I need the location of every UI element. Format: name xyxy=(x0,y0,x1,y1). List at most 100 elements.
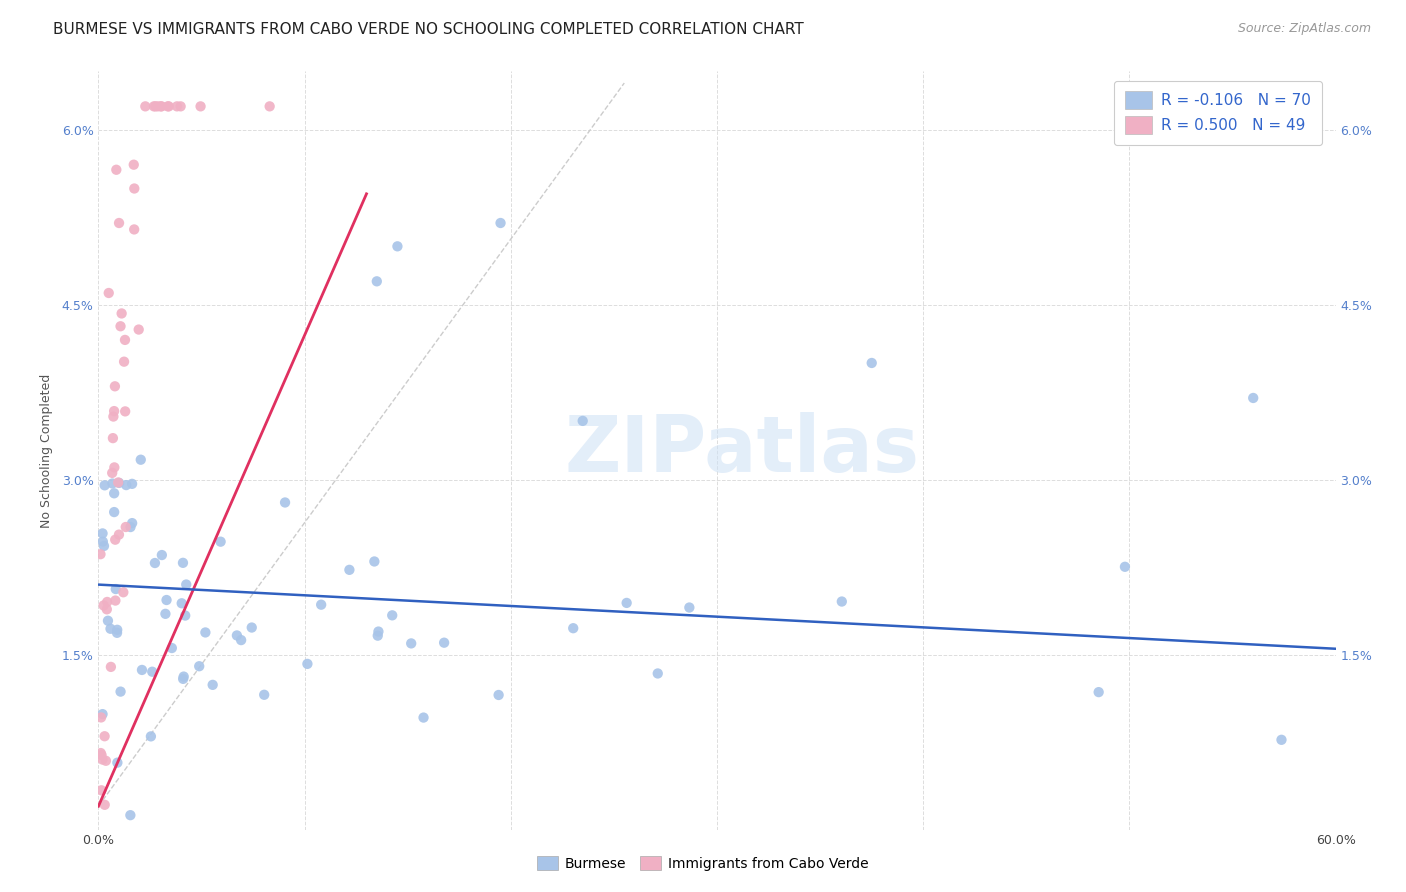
Point xyxy=(107,475,129,490)
Point xyxy=(97,614,120,628)
Point xyxy=(145,99,167,113)
Point xyxy=(103,505,125,519)
Point xyxy=(309,598,332,612)
Point xyxy=(93,539,115,553)
Point xyxy=(105,756,128,770)
Point xyxy=(1087,685,1109,699)
Point xyxy=(142,99,165,113)
Point xyxy=(143,556,166,570)
Point xyxy=(160,641,183,656)
Point xyxy=(124,181,146,195)
Point xyxy=(131,663,153,677)
Point xyxy=(120,808,142,822)
Point xyxy=(134,99,156,113)
Legend: R = -0.106   N = 70, R = 0.500   N = 49: R = -0.106 N = 70, R = 0.500 N = 49 xyxy=(1114,80,1322,145)
Point xyxy=(367,629,389,643)
Point xyxy=(240,621,263,635)
Point xyxy=(104,582,127,596)
Point xyxy=(115,478,138,492)
Point xyxy=(141,665,163,679)
Point xyxy=(114,404,136,418)
Point xyxy=(209,534,232,549)
Point xyxy=(91,534,114,549)
Point xyxy=(339,563,361,577)
Point xyxy=(1114,559,1136,574)
Point xyxy=(363,554,385,568)
Point xyxy=(1241,391,1264,405)
Point xyxy=(90,747,112,762)
Point xyxy=(103,486,125,500)
Point xyxy=(367,624,389,639)
Point xyxy=(157,99,180,113)
Point xyxy=(647,666,669,681)
Point xyxy=(105,623,128,637)
Point xyxy=(150,99,173,113)
Point xyxy=(433,636,456,650)
Point xyxy=(231,633,253,648)
Point xyxy=(122,222,145,236)
Point xyxy=(89,547,111,561)
Y-axis label: No Schooling Completed: No Schooling Completed xyxy=(41,374,53,527)
Point xyxy=(146,99,169,113)
Point xyxy=(174,577,197,591)
Point xyxy=(122,158,145,172)
Point xyxy=(155,593,177,607)
Point xyxy=(91,707,114,722)
Point xyxy=(121,516,143,530)
Point xyxy=(112,585,135,599)
Point xyxy=(108,475,131,490)
Point xyxy=(108,527,131,541)
Point xyxy=(188,659,211,673)
Point xyxy=(170,596,193,610)
Point xyxy=(93,599,115,613)
Point xyxy=(111,306,134,320)
Point xyxy=(562,621,585,635)
Point xyxy=(96,595,118,609)
Text: Source: ZipAtlas.com: Source: ZipAtlas.com xyxy=(1237,22,1371,36)
Point xyxy=(489,216,512,230)
Point xyxy=(194,625,217,640)
Point xyxy=(97,285,120,300)
Point xyxy=(101,466,124,480)
Point xyxy=(93,729,115,743)
Point xyxy=(104,533,127,547)
Point xyxy=(172,672,194,686)
Point xyxy=(225,628,247,642)
Point xyxy=(110,684,132,698)
Point xyxy=(190,99,212,113)
Point xyxy=(488,688,510,702)
Point xyxy=(387,239,409,253)
Legend: Burmese, Immigrants from Cabo Verde: Burmese, Immigrants from Cabo Verde xyxy=(530,849,876,878)
Point xyxy=(139,730,162,744)
Text: ZIPatlas: ZIPatlas xyxy=(564,412,920,489)
Point xyxy=(259,99,281,113)
Point xyxy=(105,162,128,177)
Point xyxy=(366,274,388,288)
Point xyxy=(114,333,136,347)
Point xyxy=(274,495,297,509)
Point xyxy=(174,608,197,623)
Point xyxy=(678,600,700,615)
Point xyxy=(101,431,124,445)
Point xyxy=(399,636,422,650)
Point xyxy=(104,379,127,393)
Point xyxy=(91,526,114,541)
Point xyxy=(1270,732,1292,747)
Point xyxy=(103,404,125,418)
Point xyxy=(253,688,276,702)
Point xyxy=(571,414,593,428)
Point xyxy=(100,622,122,636)
Point xyxy=(381,608,404,623)
Point xyxy=(103,409,125,424)
Point xyxy=(201,678,224,692)
Point xyxy=(93,478,115,492)
Point xyxy=(91,753,114,767)
Point xyxy=(156,99,179,113)
Point xyxy=(90,710,112,724)
Point xyxy=(149,99,172,113)
Point xyxy=(616,596,638,610)
Point xyxy=(150,548,173,562)
Point xyxy=(90,746,112,760)
Point xyxy=(94,754,117,768)
Point xyxy=(297,657,319,671)
